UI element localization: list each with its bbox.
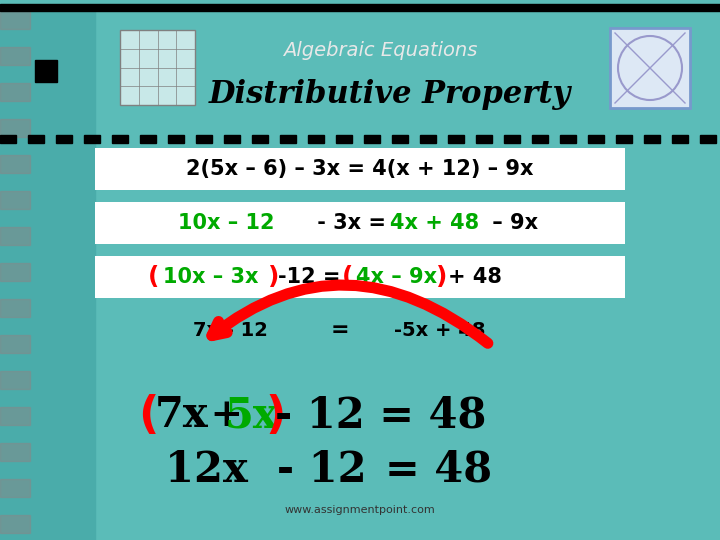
Bar bbox=[392, 135, 408, 143]
Text: Distributive Property: Distributive Property bbox=[209, 79, 571, 111]
Bar bbox=[504, 135, 520, 143]
Bar bbox=[476, 135, 492, 143]
Bar bbox=[308, 135, 324, 143]
Text: -12 =: -12 = bbox=[278, 267, 341, 287]
Bar bbox=[196, 135, 212, 143]
Text: = 48: = 48 bbox=[385, 449, 492, 491]
Bar bbox=[0, 135, 16, 143]
Text: 2(5x – 6) – 3x = 4(x + 12) – 9x: 2(5x – 6) – 3x = 4(x + 12) – 9x bbox=[186, 159, 534, 179]
Bar bbox=[0, 263, 30, 281]
Bar bbox=[252, 135, 268, 143]
Text: 10x – 3x: 10x – 3x bbox=[163, 267, 258, 287]
Text: - 3x =: - 3x = bbox=[310, 213, 393, 233]
Bar bbox=[700, 135, 716, 143]
Bar bbox=[0, 407, 30, 425]
Text: 4x + 48: 4x + 48 bbox=[390, 213, 479, 233]
Text: (: ( bbox=[138, 394, 158, 436]
Text: =: = bbox=[330, 320, 349, 340]
Text: 12x  - 12: 12x - 12 bbox=[165, 449, 366, 491]
Bar bbox=[0, 371, 30, 389]
Bar bbox=[336, 135, 352, 143]
Text: (: ( bbox=[148, 265, 159, 289]
Text: 4x – 9x: 4x – 9x bbox=[356, 267, 437, 287]
Text: 7x - 12: 7x - 12 bbox=[192, 321, 267, 340]
Text: +: + bbox=[197, 396, 256, 434]
Text: ): ) bbox=[436, 265, 447, 289]
Bar bbox=[610, 28, 690, 108]
Bar bbox=[0, 119, 30, 137]
Bar bbox=[0, 11, 95, 540]
Text: (: ( bbox=[342, 265, 354, 289]
Bar bbox=[0, 47, 30, 65]
Bar bbox=[0, 299, 30, 317]
Bar bbox=[140, 135, 156, 143]
Bar bbox=[0, 11, 30, 29]
Text: Algebraic Equations: Algebraic Equations bbox=[283, 40, 477, 59]
Text: 10x – 12: 10x – 12 bbox=[178, 213, 274, 233]
Bar bbox=[644, 135, 660, 143]
Bar bbox=[420, 135, 436, 143]
Text: ): ) bbox=[268, 265, 279, 289]
Bar bbox=[0, 191, 30, 209]
Bar bbox=[560, 135, 576, 143]
Bar bbox=[0, 155, 30, 173]
Bar bbox=[224, 135, 240, 143]
Bar bbox=[0, 515, 30, 533]
Bar bbox=[0, 11, 720, 135]
Text: – 9x: – 9x bbox=[485, 213, 538, 233]
Bar bbox=[0, 335, 30, 353]
Bar bbox=[448, 135, 464, 143]
FancyBboxPatch shape bbox=[95, 148, 625, 190]
Bar bbox=[0, 83, 30, 101]
Bar bbox=[35, 60, 57, 82]
Bar bbox=[0, 227, 30, 245]
Text: -5x + 48: -5x + 48 bbox=[395, 321, 486, 340]
Text: - 12 = 48: - 12 = 48 bbox=[275, 394, 487, 436]
FancyArrowPatch shape bbox=[212, 285, 488, 343]
Text: www.assignmentpoint.com: www.assignmentpoint.com bbox=[284, 505, 436, 515]
FancyBboxPatch shape bbox=[95, 202, 625, 244]
Bar bbox=[672, 135, 688, 143]
Bar bbox=[588, 135, 604, 143]
Bar bbox=[616, 135, 632, 143]
Bar bbox=[168, 135, 184, 143]
Bar bbox=[112, 135, 128, 143]
Text: 7x: 7x bbox=[155, 394, 209, 436]
Text: ): ) bbox=[265, 394, 285, 436]
Bar bbox=[0, 4, 720, 11]
Bar bbox=[84, 135, 100, 143]
Bar bbox=[28, 135, 44, 143]
Text: + 48: + 48 bbox=[448, 267, 502, 287]
Bar bbox=[0, 479, 30, 497]
Text: 5x: 5x bbox=[225, 394, 279, 436]
Bar bbox=[0, 443, 30, 461]
FancyBboxPatch shape bbox=[95, 256, 625, 298]
Bar bbox=[56, 135, 72, 143]
Bar bbox=[120, 30, 195, 105]
Bar bbox=[532, 135, 548, 143]
Bar bbox=[364, 135, 380, 143]
Bar bbox=[280, 135, 296, 143]
